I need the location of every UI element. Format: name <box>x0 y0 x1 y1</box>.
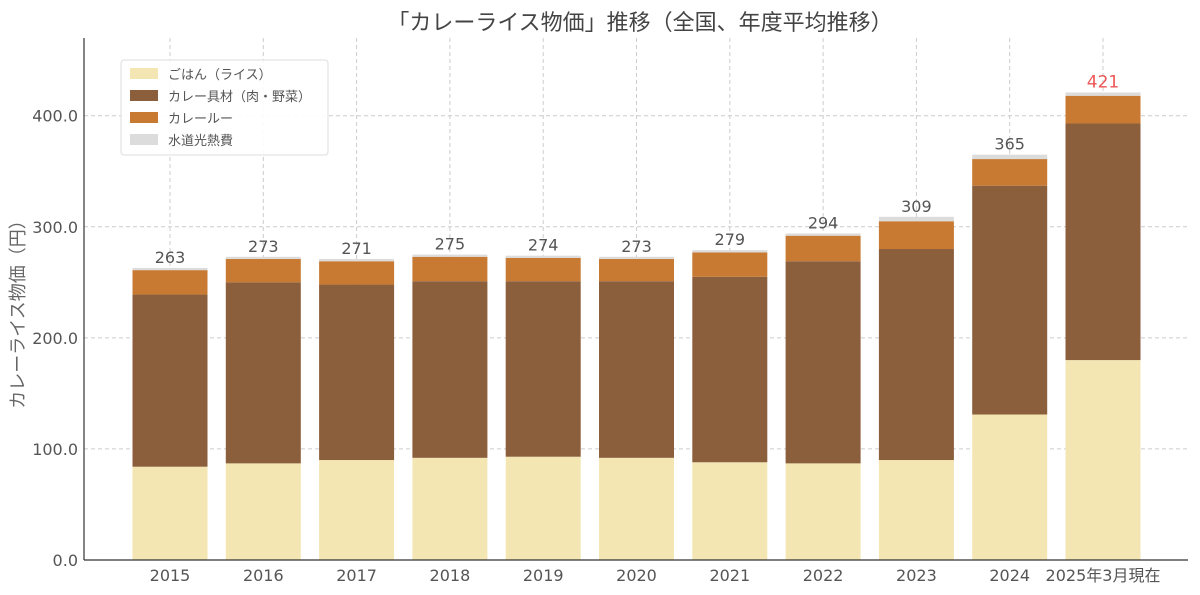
bar-segment <box>225 259 301 283</box>
bar-segment <box>972 414 1048 560</box>
y-axis-title: カレーライス物価（円） <box>8 211 29 408</box>
legend-box <box>120 59 329 156</box>
bar-segment <box>692 252 768 277</box>
legend-swatch <box>130 134 158 145</box>
bar-segment <box>505 456 581 560</box>
bar-segment <box>412 254 488 257</box>
total-label: 279 <box>715 230 746 249</box>
bars-group <box>132 92 1141 560</box>
total-label: 275 <box>435 235 466 254</box>
legend-label: ごはん（ライス） <box>168 67 272 83</box>
total-label: 274 <box>528 236 559 255</box>
bar-segment <box>132 466 208 560</box>
legend-swatch <box>130 68 158 79</box>
total-label: 271 <box>341 239 372 258</box>
bar-segment <box>692 462 768 560</box>
bar-segment <box>412 457 488 560</box>
bar-segment <box>505 281 581 457</box>
bar-segment <box>692 276 768 463</box>
total-label: 273 <box>621 237 652 256</box>
bar-segment <box>132 270 208 295</box>
bar-segment <box>972 154 1048 160</box>
legend-label: カレー具材（肉・野菜） <box>168 90 311 105</box>
x-tick-label: 2023 <box>896 566 937 585</box>
bar-segment <box>599 256 674 260</box>
legend-label: カレールー <box>168 112 233 127</box>
total-label: 421 <box>1087 72 1119 92</box>
bar-segment <box>1065 92 1141 96</box>
bar-segment <box>692 250 768 253</box>
total-labels: 263 273 271 275 274 273 279 294 309 365 421 <box>155 72 1120 266</box>
bar-segment <box>878 221 954 250</box>
bar-segment <box>785 261 861 464</box>
x-tick-label: 2025年3月現在 <box>1046 566 1161 585</box>
x-tick-label: 2015 <box>150 566 191 585</box>
bar-segment <box>319 261 395 285</box>
y-tick-label: 100.0 <box>32 440 78 459</box>
bar-segment <box>599 281 674 458</box>
bar-segment <box>972 159 1048 186</box>
y-tick-label: 200.0 <box>32 329 78 348</box>
y-tick-label: 300.0 <box>32 218 78 237</box>
bar-segment <box>412 281 488 458</box>
series-group <box>132 123 1141 467</box>
bar-segment <box>319 259 395 262</box>
series-group <box>132 360 1141 560</box>
x-tick-label: 2016 <box>243 566 284 585</box>
total-label: 273 <box>248 237 279 256</box>
bar-segment <box>505 255 581 258</box>
bar-segment <box>412 256 488 282</box>
x-tick-label: 2020 <box>616 566 657 585</box>
x-tick-label: 2018 <box>430 566 471 585</box>
bar-segment <box>785 233 861 236</box>
x-tick-label: 2022 <box>803 566 844 585</box>
bar-segment <box>599 259 674 282</box>
x-tick-label: 2024 <box>989 566 1030 585</box>
bar-segment <box>785 463 861 560</box>
bar-segment <box>319 284 395 461</box>
bar-segment <box>1065 95 1141 124</box>
bar-segment <box>132 267 208 271</box>
bar-segment <box>225 282 301 464</box>
legend-swatch <box>130 112 158 123</box>
bar-segment <box>878 460 954 560</box>
total-label: 294 <box>808 213 839 232</box>
total-label: 309 <box>901 197 932 216</box>
bar-segment <box>319 460 395 560</box>
axes <box>83 38 1188 561</box>
y-tick-label: 0.0 <box>53 551 78 570</box>
x-tick-label: 2021 <box>709 566 750 585</box>
series-group <box>132 92 1141 271</box>
x-tick-label: 2017 <box>336 566 377 585</box>
bar-segment <box>225 256 301 260</box>
bar-segment <box>225 463 301 560</box>
x-tick-label: 2019 <box>523 566 564 585</box>
bar-segment <box>599 457 674 560</box>
series-group <box>132 95 1141 295</box>
bar-segment <box>1065 360 1141 560</box>
bar-segment <box>785 235 861 262</box>
total-label: 263 <box>155 248 186 267</box>
legend-label: 水道光熱費 <box>168 134 233 149</box>
y-tick-label: 400.0 <box>32 107 78 126</box>
bar-segment <box>132 294 208 467</box>
bar-segment <box>1065 123 1141 361</box>
legend-swatch <box>130 90 158 101</box>
bar-segment <box>972 185 1048 415</box>
chart-title: 「カレーライス物価」推移（全国、年度平均推移） <box>387 11 892 36</box>
bar-segment <box>878 216 954 222</box>
bar-segment <box>505 257 581 282</box>
total-label: 365 <box>994 135 1025 154</box>
tick-labels: 0.0 100.0 200.0 300.0 400.0 2015 2016 2017 2018 2… <box>32 107 1160 585</box>
bar-segment <box>878 249 954 461</box>
